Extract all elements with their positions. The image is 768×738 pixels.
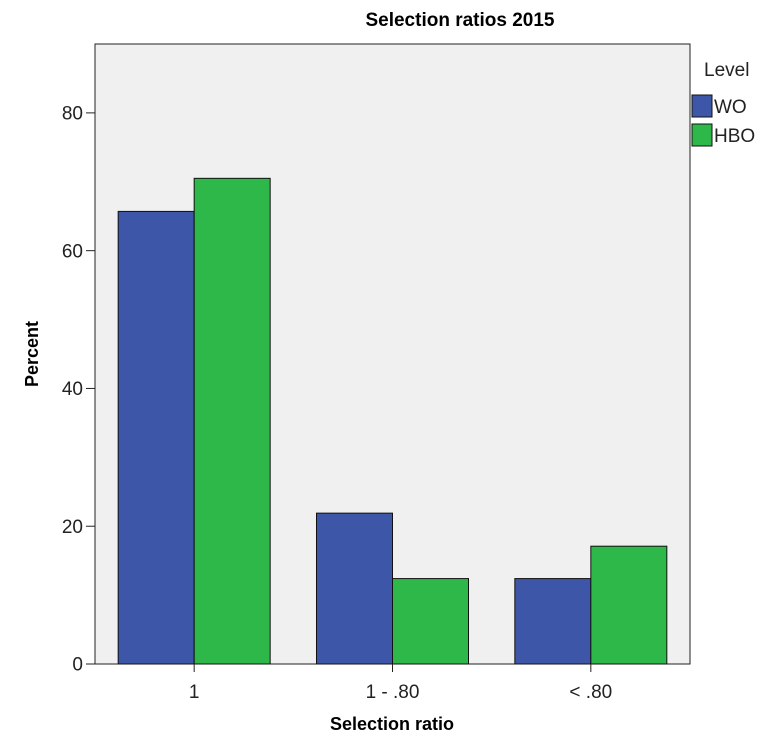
legend-swatch-wo xyxy=(691,94,713,118)
bar-hbo-2 xyxy=(590,545,668,665)
x-tick-label: 1 xyxy=(189,682,200,703)
y-tick-label: 20 xyxy=(62,517,83,538)
legend: Level WO HBO xyxy=(691,60,755,147)
y-tick-label: 80 xyxy=(62,104,83,125)
chart-title: Selection ratios 2015 xyxy=(365,10,554,31)
legend-swatch-hbo xyxy=(691,123,713,147)
legend-label-hbo: HBO xyxy=(714,126,755,147)
y-tick-label: 60 xyxy=(62,241,83,262)
x-axis: 1 1 - .80 < .80 xyxy=(189,664,612,703)
y-tick-label: 0 xyxy=(72,655,83,676)
legend-title: Level xyxy=(704,60,749,81)
x-axis-title: Selection ratio xyxy=(330,714,454,734)
y-axis: 0 20 40 60 80 xyxy=(62,104,95,676)
bar-hbo-1 xyxy=(392,578,469,665)
bar-wo-0 xyxy=(117,210,195,665)
bar-hbo-0 xyxy=(193,177,271,665)
bar-wo-1 xyxy=(316,512,393,665)
y-axis-title: Percent xyxy=(22,321,42,387)
legend-label-wo: WO xyxy=(714,97,747,118)
x-tick-label: 1 - .80 xyxy=(366,682,420,703)
y-tick-label: 40 xyxy=(62,379,83,400)
bars xyxy=(117,177,668,665)
bar-wo-2 xyxy=(514,578,592,665)
x-tick-label: < .80 xyxy=(569,682,612,703)
legend-items: WO HBO xyxy=(691,94,755,147)
